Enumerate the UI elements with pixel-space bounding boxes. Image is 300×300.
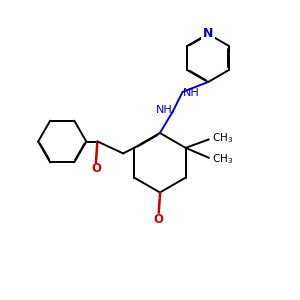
Text: NH: NH (183, 88, 200, 98)
Text: O: O (154, 213, 164, 226)
Text: CH$_3$: CH$_3$ (212, 152, 233, 166)
Text: CH$_3$: CH$_3$ (212, 131, 233, 145)
Text: O: O (91, 163, 101, 176)
Text: N: N (203, 27, 213, 40)
Text: NH: NH (156, 104, 173, 115)
